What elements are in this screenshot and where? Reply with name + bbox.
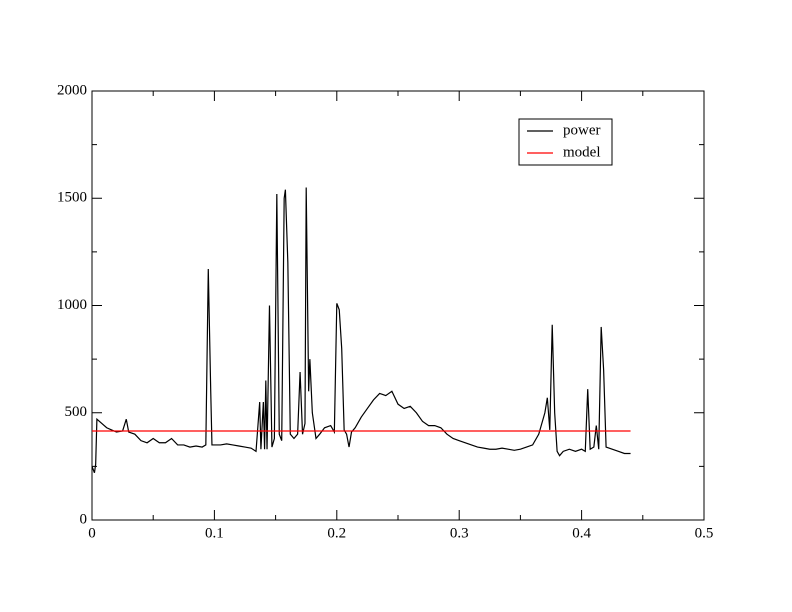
- y-tick-label: 1000: [57, 297, 87, 313]
- legend-box: [518, 118, 613, 166]
- y-tick-label: 2000: [57, 82, 87, 98]
- x-tick-label: 0.1: [205, 525, 224, 541]
- y-tick-label: 500: [65, 404, 88, 420]
- y-tick-label: 1500: [57, 190, 87, 206]
- x-tick-label: 0: [88, 525, 96, 541]
- x-tick-label: 0.5: [695, 525, 714, 541]
- data-line: [91, 187, 631, 474]
- x-tick-label: 0.4: [572, 525, 591, 541]
- legend-label: model: [563, 144, 601, 160]
- y-tick-label: 0: [80, 511, 88, 527]
- x-tick-label: 0.3: [450, 525, 469, 541]
- legend-label: power: [563, 122, 601, 138]
- x-tick-label: 0.2: [327, 525, 346, 541]
